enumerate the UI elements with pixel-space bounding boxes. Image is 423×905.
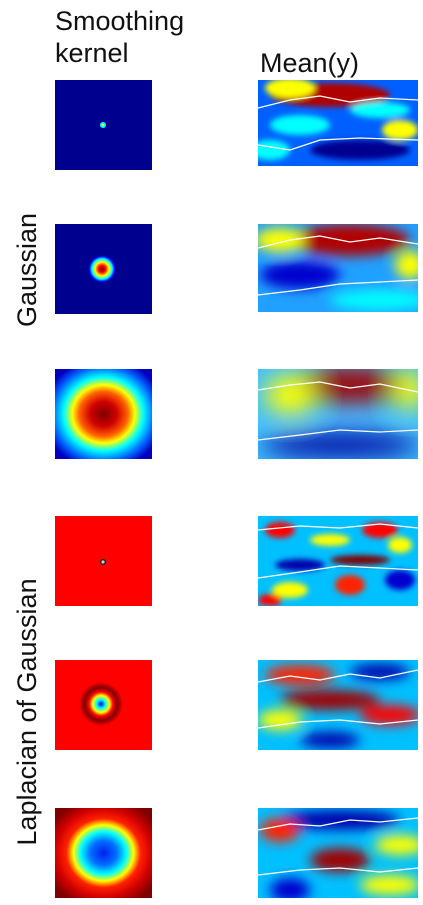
column-header: Mean(y) — [260, 48, 359, 78]
kernel-images — [55, 80, 152, 898]
column-header: kernel — [55, 38, 129, 68]
mean-images — [250, 78, 423, 900]
row-group-label: Gaussian — [12, 213, 42, 327]
column-header: Smoothing — [55, 6, 184, 36]
row-group-label: Laplacian of Gaussian — [12, 578, 42, 845]
figure: Smoothing kernel Mean(y) Gaussian Laplac… — [0, 0, 423, 900]
